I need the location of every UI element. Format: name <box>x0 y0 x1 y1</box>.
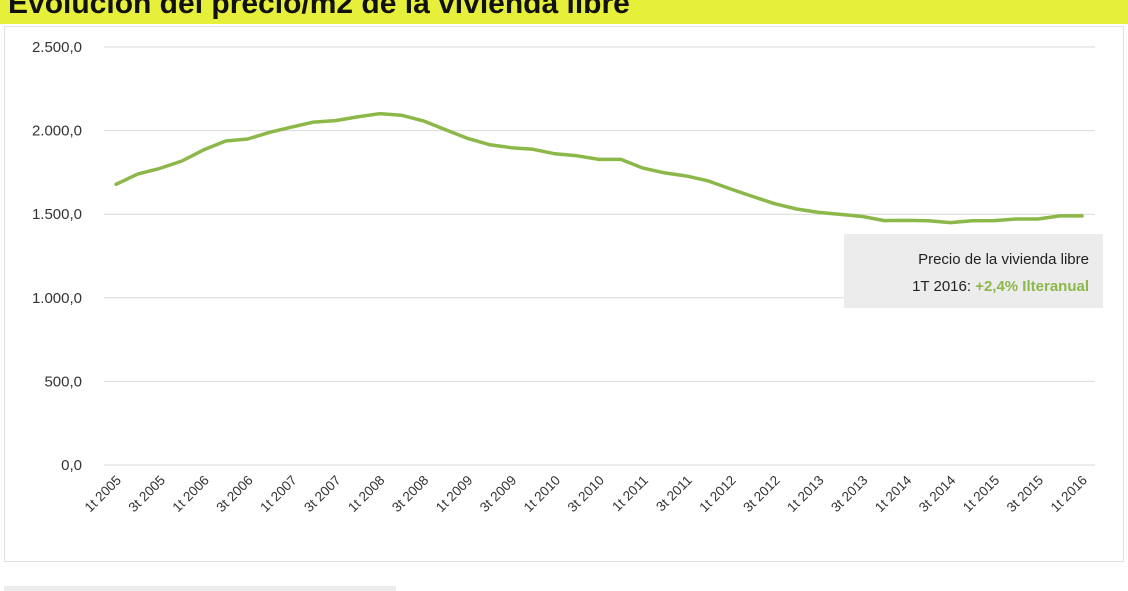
line-chart: 0,0 500,0 1.000,0 1.500,0 2.000,0 2.500,0 1t 2… <box>32 39 1103 515</box>
x-tick-label: 3t 2010 <box>565 473 607 515</box>
y-tick-label: 1.500,0 <box>32 206 82 223</box>
annotation-line-1: Precio de la vivienda libre <box>918 251 1089 268</box>
x-tick-label: 3t 2014 <box>916 472 959 515</box>
x-tick-label: 1t 2008 <box>345 473 387 515</box>
x-tick-label: 3t 2009 <box>477 473 519 515</box>
x-tick-label: 1t 2015 <box>960 473 1002 515</box>
x-tick-label: 3t 2007 <box>301 473 343 515</box>
series-line <box>114 111 1084 225</box>
x-tick-label: 1t 2005 <box>82 473 124 515</box>
x-tick-label: 1t 2006 <box>169 473 211 515</box>
footer-strip <box>4 586 396 591</box>
annotation-box <box>844 234 1103 308</box>
x-tick-label: 3t 2006 <box>213 473 255 515</box>
y-tick-label: 1.000,0 <box>32 290 82 307</box>
x-tick-label: 1t 2014 <box>872 472 915 515</box>
x-tick-label: 3t 2008 <box>389 473 431 515</box>
x-tick-label: 3t 2011 <box>653 473 695 515</box>
y-tick-label: 0,0 <box>61 457 82 474</box>
x-tick-label: 1t 2010 <box>521 473 563 515</box>
x-tick-label: 3t 2012 <box>740 473 782 515</box>
x-tick-label: 1t 2009 <box>433 473 475 515</box>
x-tick-label: 1t 2013 <box>784 473 826 515</box>
title-bar: Evolución del precio/m2 de la vivienda l… <box>0 0 1128 24</box>
x-tick-label: 3t 2005 <box>126 473 168 515</box>
x-tick-label: 1t 2011 <box>609 473 651 515</box>
x-tick-label: 3t 2015 <box>1004 473 1046 515</box>
x-tick-label: 3t 2013 <box>828 473 870 515</box>
x-tick-label: 1t 2012 <box>696 473 738 515</box>
y-tick-label: 500,0 <box>44 373 82 390</box>
x-tick-label: 1t 2016 <box>1048 473 1090 515</box>
x-tick-label: 1t 2007 <box>257 473 299 515</box>
chart-title: Evolución del precio/m2 de la vivienda l… <box>8 0 630 20</box>
y-tick-label: 2.000,0 <box>32 123 82 140</box>
annotation-line-2: 1T 2016: +2,4% Ilteranual <box>912 278 1089 295</box>
y-tick-label: 2.500,0 <box>32 39 82 56</box>
annotation-change: +2,4% Ilteranual <box>975 278 1089 295</box>
annotation-date: 1T 2016: <box>912 278 975 295</box>
chart-frame: 0,0 500,0 1.000,0 1.500,0 2.000,0 2.500,0 1t 2… <box>4 26 1124 562</box>
